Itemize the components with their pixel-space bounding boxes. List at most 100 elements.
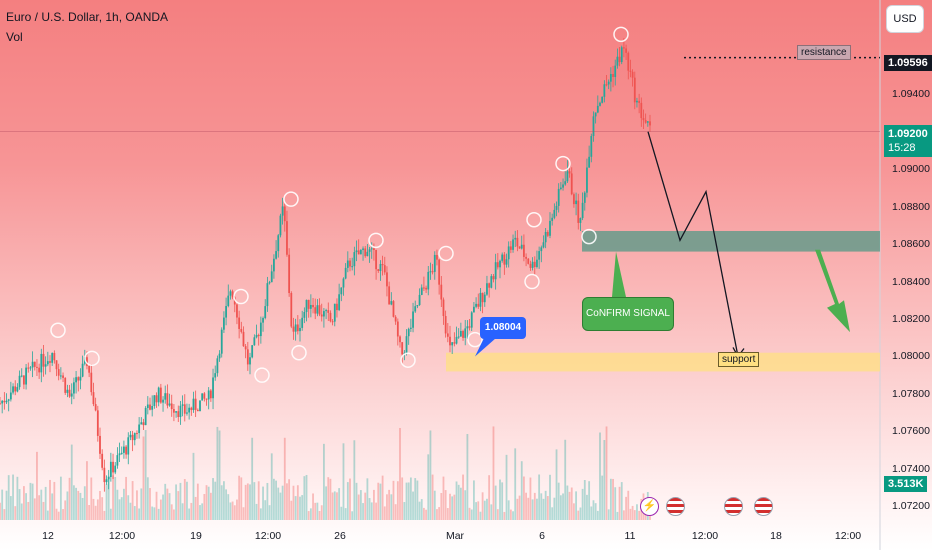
candle-body bbox=[181, 404, 184, 406]
volume-bar bbox=[383, 506, 386, 520]
volume-bar bbox=[40, 489, 43, 520]
time-tick-label: 6 bbox=[539, 530, 545, 542]
volume-bar bbox=[142, 436, 145, 520]
candle-body bbox=[246, 349, 249, 365]
candle-body bbox=[427, 271, 430, 290]
volume-bar bbox=[559, 495, 562, 520]
candle-body bbox=[177, 411, 180, 418]
volume-bar bbox=[546, 496, 549, 520]
candle-body bbox=[390, 301, 393, 305]
candle-body bbox=[116, 455, 119, 466]
volume-bar bbox=[325, 486, 327, 520]
volume-bar bbox=[583, 480, 586, 520]
volume-bar bbox=[209, 492, 212, 520]
candle-body bbox=[277, 235, 280, 252]
volume-bar bbox=[518, 495, 521, 520]
candle-body bbox=[486, 283, 488, 295]
candle-body bbox=[612, 73, 614, 77]
candle-body bbox=[205, 398, 208, 400]
candle-body bbox=[203, 393, 206, 399]
candle-body bbox=[342, 278, 345, 288]
us-flag-event-icon[interactable] bbox=[754, 497, 773, 516]
volume-bar bbox=[273, 478, 275, 520]
volume-bar bbox=[281, 485, 284, 520]
volume-bar bbox=[509, 509, 512, 520]
candle-body bbox=[388, 286, 391, 305]
volume-bar bbox=[464, 490, 467, 520]
volume-bar bbox=[144, 430, 147, 520]
candle-body bbox=[114, 465, 117, 473]
volume-bar bbox=[427, 454, 430, 520]
time-tick-label: 26 bbox=[334, 530, 346, 542]
candle-body bbox=[327, 310, 330, 313]
earnings-event-icon[interactable]: ⚡ bbox=[640, 497, 659, 516]
volume-bar bbox=[614, 487, 617, 520]
volume-bar bbox=[377, 482, 380, 520]
volume-bar bbox=[101, 497, 104, 520]
volume-bar bbox=[266, 482, 269, 520]
volume-bar bbox=[3, 509, 6, 520]
volume-bar bbox=[73, 485, 75, 520]
candle-body bbox=[375, 249, 377, 270]
candle-body bbox=[609, 73, 612, 82]
candle-body bbox=[453, 342, 456, 344]
volume-bar bbox=[294, 496, 297, 520]
candle-body bbox=[383, 265, 386, 273]
volume-bar bbox=[214, 481, 217, 520]
us-flag-event-icon[interactable] bbox=[724, 497, 743, 516]
volume-value-tag: 3.513K bbox=[884, 476, 928, 492]
volume-bar bbox=[440, 493, 443, 520]
candle-body bbox=[599, 102, 601, 106]
candle-body bbox=[364, 248, 367, 257]
candle-body bbox=[86, 357, 88, 366]
candle-body bbox=[401, 342, 404, 355]
time-tick-label: 12 bbox=[42, 530, 54, 542]
volume-bar bbox=[90, 477, 93, 520]
volume-bar bbox=[183, 479, 186, 520]
volume-indicator-label[interactable]: Vol bbox=[6, 30, 23, 44]
volume-bar bbox=[357, 494, 360, 520]
candle-body bbox=[5, 400, 8, 403]
volume-bar bbox=[170, 504, 173, 520]
volume-bar bbox=[507, 500, 510, 520]
candle-body bbox=[77, 377, 80, 381]
candle-body bbox=[146, 404, 149, 408]
candle-body bbox=[503, 254, 506, 265]
candle-body bbox=[451, 342, 454, 346]
volume-bar bbox=[375, 502, 377, 520]
swing-point-circle bbox=[291, 344, 307, 361]
candle-body bbox=[405, 336, 408, 353]
volume-bar bbox=[477, 501, 480, 520]
volume-bar bbox=[42, 501, 45, 520]
volume-bar bbox=[481, 492, 484, 520]
candle-body bbox=[344, 267, 347, 279]
candle-body bbox=[42, 353, 45, 367]
candle-body bbox=[255, 334, 258, 338]
candle-body bbox=[49, 361, 51, 363]
currency-button[interactable]: USD bbox=[886, 5, 924, 33]
volume-bar bbox=[12, 474, 14, 520]
volume-bar bbox=[227, 494, 230, 520]
candle-body bbox=[475, 303, 477, 307]
candle-body bbox=[81, 363, 84, 377]
volume-bar bbox=[331, 492, 334, 520]
volume-bar bbox=[459, 487, 462, 520]
volume-bar bbox=[327, 477, 330, 520]
candle-body bbox=[642, 118, 645, 121]
candle-body bbox=[629, 70, 632, 72]
candle-body bbox=[636, 100, 638, 103]
volume-bar bbox=[555, 449, 558, 520]
price-tick-label: 1.08600 bbox=[892, 238, 930, 251]
candle-body bbox=[633, 77, 636, 103]
candle-body bbox=[59, 375, 62, 377]
candle-body bbox=[488, 283, 491, 288]
us-flag-event-icon[interactable] bbox=[666, 497, 685, 516]
volume-bar bbox=[125, 476, 127, 520]
volume-bar bbox=[620, 482, 623, 520]
volume-bar bbox=[94, 505, 97, 520]
candle-body bbox=[118, 453, 121, 456]
volume-bar bbox=[540, 493, 543, 520]
volume-bar bbox=[359, 490, 362, 520]
candle-body bbox=[153, 395, 156, 407]
